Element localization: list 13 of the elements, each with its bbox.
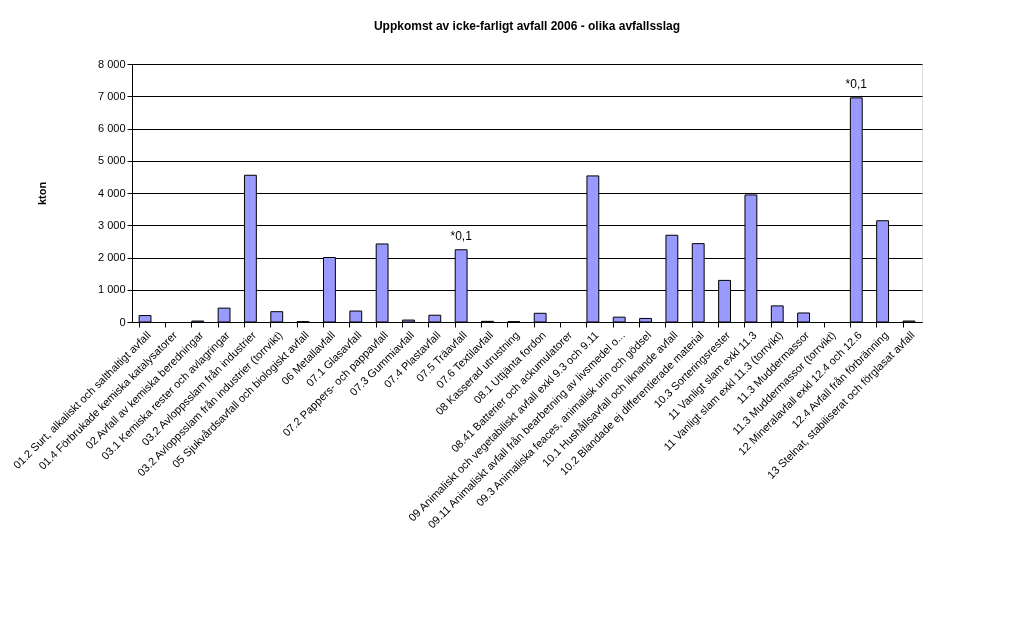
y-tick-label: 4 000 [97, 186, 126, 199]
y-tick-label: 3 000 [97, 218, 126, 231]
chart-title: Uppkomst av icke-farligt avfall 2006 - olika avfallsslag [373, 19, 681, 33]
y-tick-label: 2 000 [97, 251, 126, 263]
y-tick-label: 7 000 [97, 89, 126, 102]
y-tick-label: 0 [119, 315, 126, 328]
y-axis-title: kton [35, 181, 48, 206]
annotation: *0,1 [845, 76, 868, 91]
y-tick-label: 6 000 [97, 122, 126, 134]
y-tick-label: 5 000 [97, 154, 126, 167]
annotation: *0,1 [450, 228, 473, 243]
y-tick-label: 8 000 [97, 57, 126, 70]
y-tick-label: 1 000 [97, 283, 126, 296]
